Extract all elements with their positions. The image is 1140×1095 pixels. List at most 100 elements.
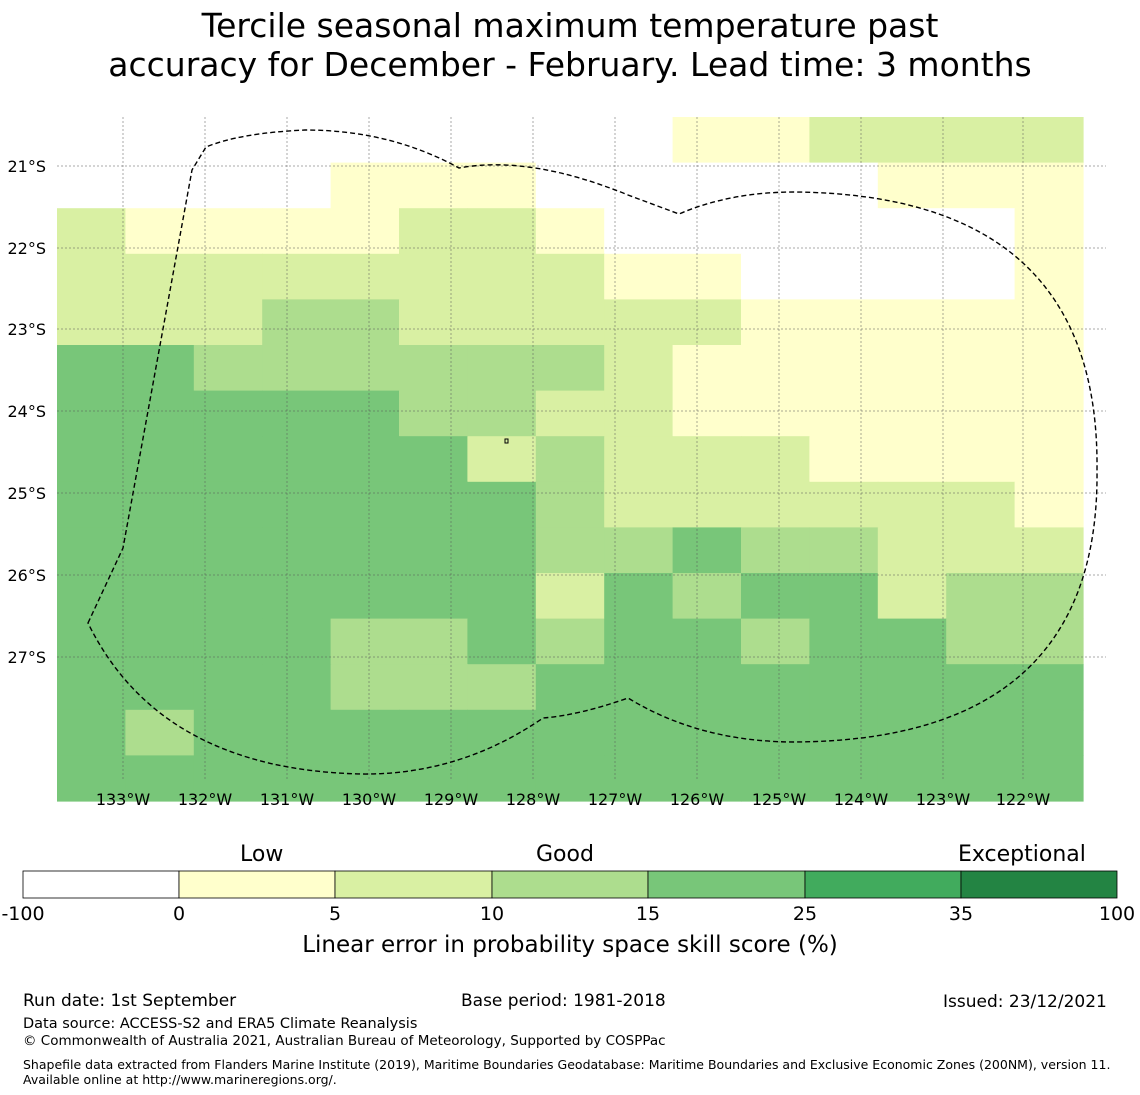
map-cell — [262, 664, 332, 711]
colorbar-segment — [334, 870, 493, 899]
latitude-label: 22°S — [7, 239, 46, 258]
map-cell — [262, 253, 332, 300]
map-cell — [262, 618, 332, 665]
map-cell — [399, 299, 468, 346]
map-cell — [57, 117, 126, 164]
map-cell — [604, 755, 674, 802]
longitude-label: 133°W — [96, 790, 151, 809]
latitude-label: 23°S — [7, 320, 46, 339]
map-cell — [535, 709, 605, 756]
map-cell — [535, 481, 605, 528]
map-cell — [604, 390, 674, 437]
map-cell — [125, 253, 195, 300]
colorbar-tick-label: -100 — [1, 903, 44, 925]
map-cell — [467, 527, 537, 574]
map-cell — [330, 208, 400, 255]
map-cell — [741, 755, 810, 802]
latitude-labels: 21°S 22°S 23°S 24°S 25°S 26°S 27°S — [7, 157, 46, 667]
map-cell — [672, 755, 742, 802]
map-cell — [877, 436, 947, 483]
map-cell — [467, 664, 537, 711]
map-cell — [946, 709, 1016, 756]
map-cell — [1014, 299, 1084, 346]
copyright: © Commonwealth of Australia 2021, Austra… — [23, 1033, 666, 1049]
map-cell — [1014, 755, 1084, 802]
map-cell — [125, 709, 195, 756]
map-cell — [125, 345, 195, 392]
colorbar-tick-label: 10 — [480, 903, 504, 925]
map-cell — [125, 390, 195, 437]
map-cell — [535, 299, 605, 346]
map-cell — [262, 573, 332, 620]
map-cell — [741, 618, 810, 665]
longitude-label: 132°W — [178, 790, 233, 809]
longitude-label: 124°W — [834, 790, 889, 809]
map-cell — [604, 481, 674, 528]
map-cell — [1014, 481, 1084, 528]
map-cell — [1014, 709, 1084, 756]
map-cell — [193, 299, 263, 346]
map-cell — [946, 664, 1016, 711]
map-cell — [809, 527, 879, 574]
latitude-label: 25°S — [7, 484, 46, 503]
map-cell — [193, 208, 263, 255]
map-cell — [946, 162, 1016, 209]
map-cell — [809, 162, 879, 209]
map-cell — [877, 208, 947, 255]
map-cell — [262, 162, 332, 209]
map-cell — [262, 709, 332, 756]
map-cell — [535, 755, 605, 802]
legend-label-exceptional: Exceptional — [958, 842, 1086, 867]
map-cell — [399, 117, 468, 164]
map-cell — [125, 664, 195, 711]
colorbar-segment — [491, 870, 649, 899]
map-cell — [535, 208, 605, 255]
colorbar-segment — [178, 870, 336, 899]
map-cell — [809, 117, 879, 164]
map-cell — [809, 345, 879, 392]
map-cell — [330, 527, 400, 574]
map-cell — [330, 299, 400, 346]
map-cell — [193, 162, 263, 209]
map-cell — [193, 345, 263, 392]
run-date: Run date: 1st September — [23, 991, 237, 1011]
map-cell — [877, 481, 947, 528]
map-cell — [1014, 345, 1084, 392]
map-cell — [604, 618, 674, 665]
map-cell — [535, 117, 605, 164]
map-cell — [467, 162, 537, 209]
map-cell — [399, 436, 468, 483]
map-cell — [741, 573, 810, 620]
graticule — [57, 117, 1106, 780]
map-cell — [57, 253, 126, 300]
map-cell — [1014, 117, 1084, 164]
colorbar-title: Linear error in probability space skill … — [302, 932, 838, 958]
colorbar-tick-label: 35 — [949, 903, 973, 925]
map-cell — [809, 755, 879, 802]
map-cell — [262, 208, 332, 255]
map-cell — [809, 390, 879, 437]
map-cell — [125, 299, 195, 346]
map-cell — [467, 208, 537, 255]
colorbar-tick-label: 100 — [1099, 903, 1135, 925]
colorbar-segment — [804, 870, 962, 899]
map-cell — [604, 573, 674, 620]
map-cell — [672, 345, 742, 392]
map-cell — [399, 755, 468, 802]
map-cell — [193, 618, 263, 665]
map-cell — [672, 436, 742, 483]
map-cell — [399, 253, 468, 300]
map-cell — [877, 299, 947, 346]
map-cell — [672, 117, 742, 164]
map-cell — [399, 162, 468, 209]
map-cell — [809, 709, 879, 756]
map-cell — [399, 481, 468, 528]
eez-boundary — [87, 129, 1098, 775]
map-cell — [809, 208, 879, 255]
map-cell — [399, 573, 468, 620]
map-cell — [57, 481, 126, 528]
map-cell — [193, 253, 263, 300]
map-cell — [1014, 436, 1084, 483]
map-cell — [946, 436, 1016, 483]
issued-date: Issued: 23/12/2021 — [943, 992, 1107, 1012]
